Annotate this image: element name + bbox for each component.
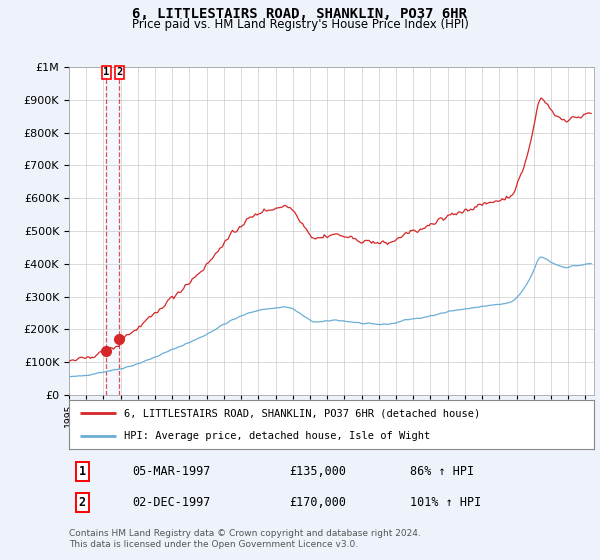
Text: 05-MAR-1997: 05-MAR-1997 bbox=[132, 465, 211, 478]
Text: 1: 1 bbox=[79, 465, 86, 478]
Text: 86% ↑ HPI: 86% ↑ HPI bbox=[410, 465, 475, 478]
Text: £170,000: £170,000 bbox=[290, 496, 347, 509]
Text: 2: 2 bbox=[116, 67, 122, 77]
Text: HPI: Average price, detached house, Isle of Wight: HPI: Average price, detached house, Isle… bbox=[124, 431, 430, 441]
Text: 6, LITTLESTAIRS ROAD, SHANKLIN, PO37 6HR: 6, LITTLESTAIRS ROAD, SHANKLIN, PO37 6HR bbox=[133, 7, 467, 21]
Text: £135,000: £135,000 bbox=[290, 465, 347, 478]
Text: 101% ↑ HPI: 101% ↑ HPI bbox=[410, 496, 482, 509]
Text: Contains HM Land Registry data © Crown copyright and database right 2024.
This d: Contains HM Land Registry data © Crown c… bbox=[69, 529, 421, 549]
Bar bbox=[106, 67, 119, 395]
Text: Price paid vs. HM Land Registry's House Price Index (HPI): Price paid vs. HM Land Registry's House … bbox=[131, 18, 469, 31]
Text: 1: 1 bbox=[103, 67, 109, 77]
Text: 02-DEC-1997: 02-DEC-1997 bbox=[132, 496, 211, 509]
Text: 2: 2 bbox=[79, 496, 86, 509]
Text: 6, LITTLESTAIRS ROAD, SHANKLIN, PO37 6HR (detached house): 6, LITTLESTAIRS ROAD, SHANKLIN, PO37 6HR… bbox=[124, 408, 481, 418]
